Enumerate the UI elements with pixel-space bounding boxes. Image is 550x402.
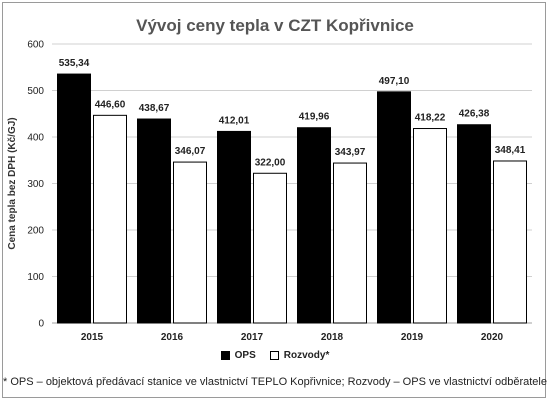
y-tick-label: 600: [27, 40, 44, 51]
bar-rozvody: [333, 162, 367, 324]
y-tick-label: 200: [27, 226, 44, 237]
data-label-rozvody: 346,07: [175, 146, 206, 157]
bar-ops: [377, 91, 411, 324]
y-axis-title: Cena tepla bez DPH (Kč/GJ): [7, 117, 18, 249]
bar-rozvody: [173, 161, 207, 324]
bar-rozvody: [413, 128, 447, 324]
y-tick-label: 0: [38, 319, 44, 330]
data-label-ops: 412,01: [219, 115, 250, 126]
data-label-ops: 426,38: [459, 109, 490, 120]
data-label-rozvody: 348,41: [495, 145, 526, 156]
bar-ops: [57, 73, 91, 324]
footnote: * OPS – objektová předávací stanice ve v…: [3, 376, 547, 388]
legend-swatch-ops: [220, 351, 230, 360]
data-label-rozvody: 418,22: [415, 113, 446, 124]
data-label-rozvody: 322,00: [255, 157, 286, 168]
bar-rozvody: [93, 114, 127, 324]
x-tick-label: 2020: [481, 332, 504, 343]
x-tick-label: 2018: [321, 332, 344, 343]
legend-item-rozvody: Rozvody*: [269, 350, 330, 361]
data-label-rozvody: 343,97: [335, 147, 366, 158]
chart-legend: OPS Rozvody*: [0, 350, 550, 361]
bar-ops: [457, 124, 491, 324]
data-label-rozvody: 446,60: [95, 99, 126, 110]
legend-item-ops: OPS: [220, 350, 256, 361]
data-label-ops: 438,67: [139, 103, 170, 114]
bar-rozvody: [253, 172, 287, 324]
legend-label-ops: OPS: [234, 350, 256, 361]
bar-ops: [297, 127, 331, 324]
chart-frame: [2, 2, 546, 398]
bar-ops: [217, 130, 251, 324]
x-tick-label: 2017: [241, 332, 264, 343]
data-label-ops: 497,10: [379, 76, 410, 87]
y-tick-label: 300: [27, 179, 44, 190]
data-label-ops: 535,34: [59, 58, 90, 69]
bar-rozvody: [493, 160, 527, 324]
data-label-ops: 419,96: [299, 112, 330, 123]
legend-swatch-rozvody: [269, 351, 279, 360]
chart-title: Vývoj ceny tepla v CZT Kopřivnice: [136, 16, 414, 35]
y-tick-label: 400: [27, 133, 44, 144]
x-tick-label: 2015: [81, 332, 104, 343]
y-tick-label: 500: [27, 86, 44, 97]
bar-ops: [137, 118, 171, 324]
legend-label-rozvody: Rozvody*: [283, 350, 330, 361]
x-tick-label: 2016: [161, 332, 184, 343]
x-tick-label: 2019: [401, 332, 424, 343]
y-tick-label: 100: [27, 272, 44, 283]
